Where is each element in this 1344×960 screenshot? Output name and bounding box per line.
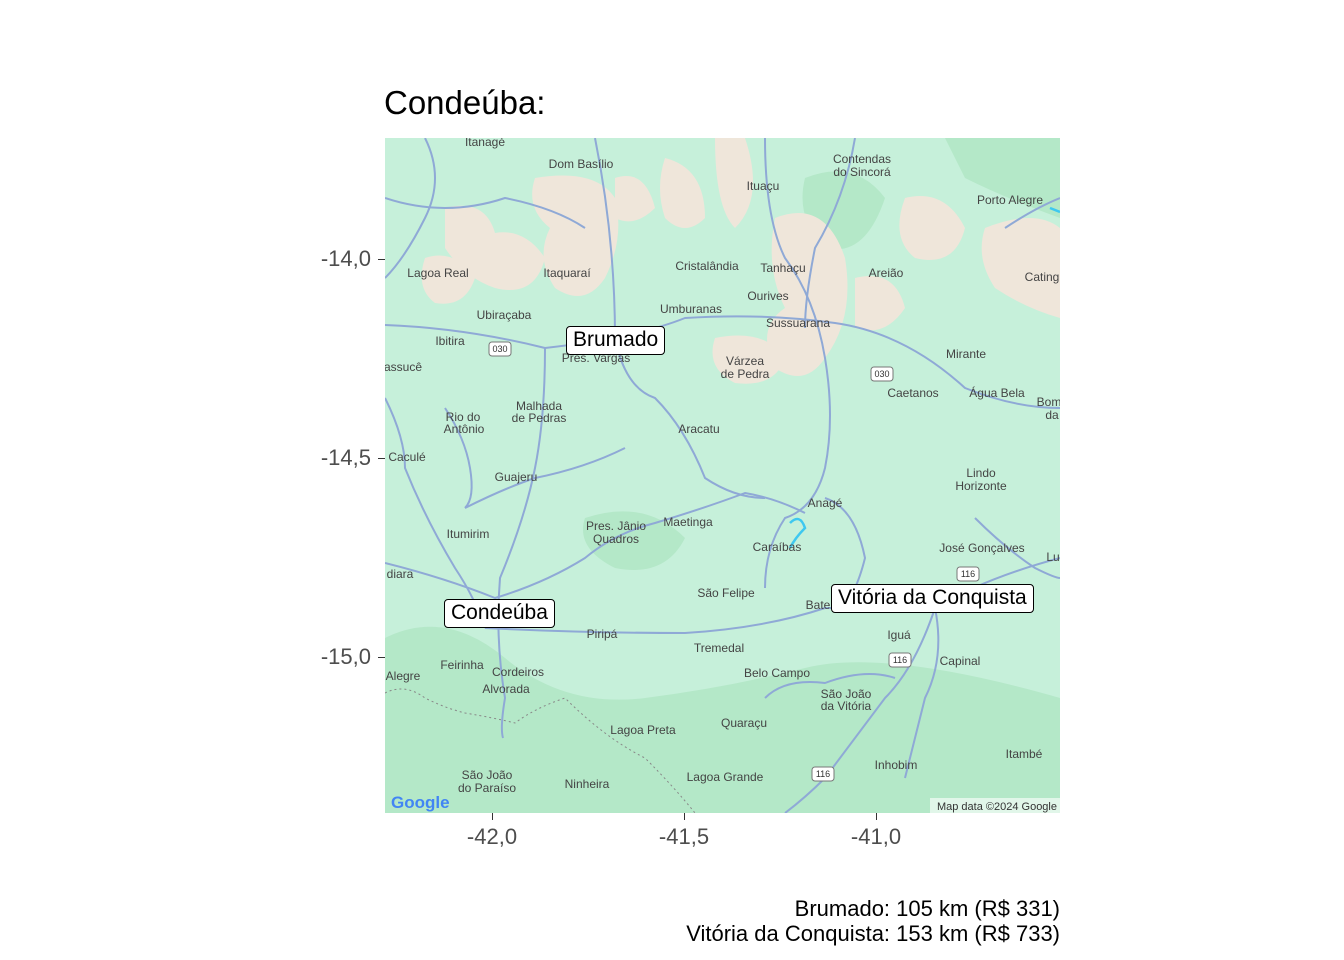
- place-label: Cristalândia: [675, 259, 739, 273]
- place-label: Capinal: [940, 654, 981, 668]
- place-label: Itaquaraí: [543, 266, 591, 280]
- place-label: do Paraíso: [458, 781, 516, 795]
- place-label: José Gonçalves: [939, 541, 1024, 555]
- google-logo-text: Google: [391, 793, 450, 812]
- road-shield-label: 030: [492, 344, 507, 354]
- place-label: de Pedra: [721, 367, 770, 381]
- place-label: Ituaçu: [747, 179, 780, 193]
- place-label: Cating: [1025, 270, 1060, 284]
- y-tick-mark: [378, 458, 385, 459]
- caption-line-2: Vitória da Conquista: 153 km (R$ 733): [686, 921, 1060, 946]
- x-axis-tick-label: -41,5: [658, 824, 710, 849]
- place-label: Dom Basílio: [549, 157, 614, 171]
- road-shield-label: 030: [874, 369, 889, 379]
- x-tick-mark: [684, 813, 685, 820]
- place-label: Tanhaçu: [760, 261, 805, 275]
- map-attribution: Map data ©2024 Google: [937, 801, 1057, 813]
- y-tick-mark: [378, 657, 385, 658]
- place-label: Várzea: [726, 354, 764, 368]
- caption-line-1: Brumado: 105 km (R$ 331): [794, 896, 1060, 921]
- place-label: Malhada: [516, 399, 562, 413]
- place-label: Maetinga: [663, 515, 713, 529]
- place-label: Lagoa Grande: [687, 770, 764, 784]
- attribution-bg: [930, 798, 1060, 813]
- place-label: Mirante: [946, 347, 986, 361]
- place-label: Porto Alegre: [977, 193, 1043, 207]
- place-label: assucê: [385, 360, 422, 374]
- place-label: Aracatu: [678, 422, 719, 436]
- city-label-vitoria-da-conquista[interactable]: Vitória da Conquista: [831, 584, 1034, 613]
- title-line-1: Condeúba:: [384, 84, 546, 121]
- place-label: Itumirim: [447, 527, 490, 541]
- place-label: Iguá: [887, 628, 911, 642]
- place-label: Lindo: [966, 466, 996, 480]
- google-logo: Google: [391, 793, 450, 812]
- place-label: Ibitira: [435, 334, 465, 348]
- place-label: São João: [462, 768, 513, 782]
- place-label: Itambé: [1006, 747, 1043, 761]
- road-shield-label: 116: [961, 569, 975, 579]
- vegetation-areas: [385, 138, 1060, 813]
- place-label: Areião: [869, 266, 904, 280]
- place-label: São Felipe: [697, 586, 755, 600]
- place-label: Ubiraçaba: [477, 308, 532, 322]
- place-label: da: [1045, 408, 1059, 422]
- place-label: Contendas: [833, 152, 891, 166]
- place-label: Quaraçu: [721, 716, 767, 730]
- place-label: Pres. Jânio: [586, 519, 646, 533]
- place-label: do Sincorá: [833, 165, 891, 179]
- place-label: Tremedal: [694, 641, 744, 655]
- place-label: Piripá: [587, 627, 618, 641]
- place-label: Anagé: [808, 496, 843, 510]
- map-panel[interactable]: 030 030 116 116 116 Itanagé Dom Basílio …: [385, 138, 1060, 813]
- place-label: Antônio: [444, 422, 485, 436]
- place-label: Bate: [806, 598, 831, 612]
- place-label: Lu: [1046, 550, 1059, 564]
- place-label: Caetanos: [887, 386, 938, 400]
- place-label: Inhobim: [875, 758, 918, 772]
- road-shield-label: 116: [893, 655, 907, 665]
- road-shield-label: 116: [816, 769, 830, 779]
- x-tick-mark: [492, 813, 493, 820]
- road-shields: 030 030 116 116 116: [488, 341, 980, 782]
- place-label: Belo Campo: [744, 666, 810, 680]
- place-label: Água Bela: [969, 385, 1025, 400]
- y-tick-mark: [378, 259, 385, 260]
- x-tick-mark: [876, 813, 877, 820]
- place-label: Bom: [1037, 395, 1060, 409]
- y-axis-tick-label: -14,5: [320, 445, 371, 470]
- y-axis-tick-label: -15,0: [320, 644, 371, 669]
- place-label: Ourives: [747, 289, 788, 303]
- place-label: Lagoa Preta: [610, 723, 676, 737]
- place-label: Cordeiros: [492, 665, 544, 679]
- place-labels: Itanagé Dom Basílio Contendas do Sincorá…: [385, 138, 1060, 795]
- x-axis-tick-label: -41,0: [850, 824, 902, 849]
- place-label: Lagoa Real: [407, 266, 468, 280]
- place-label: Itanagé: [465, 138, 505, 149]
- place-label: São João: [821, 687, 872, 701]
- water-bodies: [788, 206, 1060, 549]
- place-label: Quadros: [593, 532, 639, 546]
- place-label: Guajeru: [495, 470, 538, 484]
- place-label: Caculé: [388, 450, 426, 464]
- place-label: Alegre: [386, 669, 421, 683]
- place-label: de Pedras: [512, 411, 567, 425]
- basemap: 030 030 116 116 116 Itanagé Dom Basílio …: [385, 138, 1060, 813]
- place-label: Horizonte: [955, 479, 1007, 493]
- place-label: Rio do: [446, 410, 481, 424]
- place-label: Feirinha: [440, 658, 484, 672]
- x-axis-tick-label: -42,0: [466, 824, 518, 849]
- city-label-condeuba[interactable]: Condeúba: [444, 599, 555, 628]
- place-label: Umburanas: [660, 302, 722, 316]
- place-label: Caraíbas: [753, 540, 802, 554]
- city-label-brumado[interactable]: Brumado: [566, 326, 666, 355]
- y-axis-tick-label: -14,0: [320, 246, 371, 271]
- place-label: Ninheira: [565, 777, 610, 791]
- place-label: Alvorada: [482, 682, 530, 696]
- place-label: diara: [387, 567, 414, 581]
- place-label: da Vitória: [821, 699, 872, 713]
- terrain-highlight-areas: [421, 138, 1060, 384]
- place-label: Sussuarana: [766, 316, 830, 330]
